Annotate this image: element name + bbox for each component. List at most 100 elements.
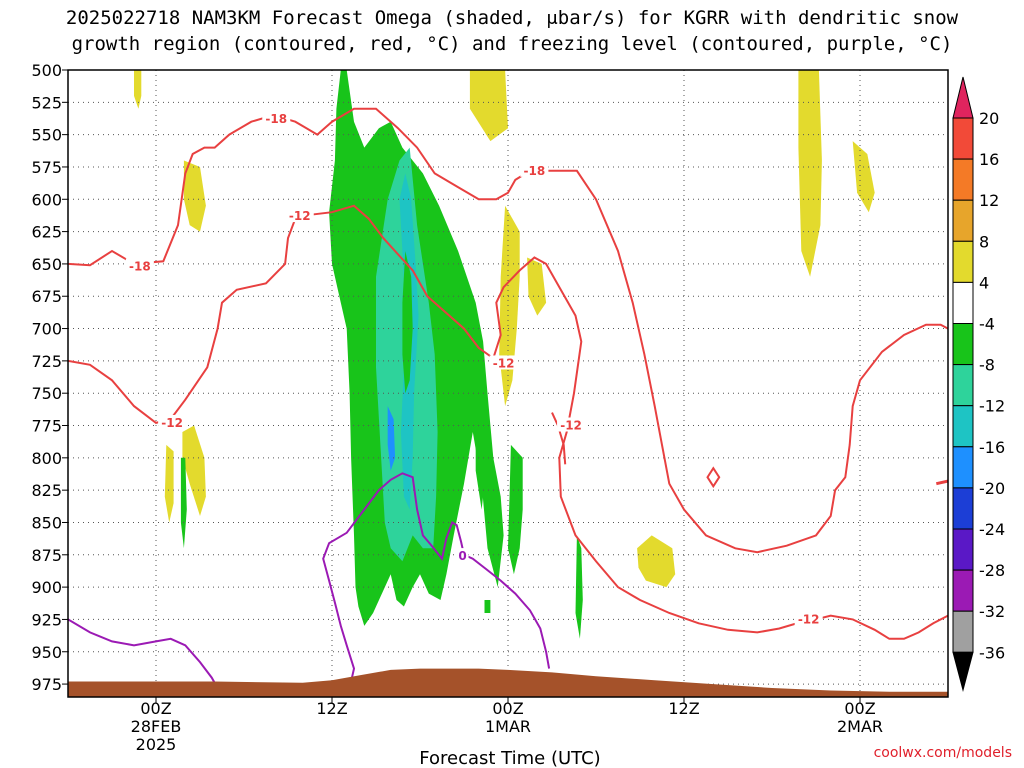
colorbar-segment-3 — [952, 199, 974, 242]
omega-region-1 — [469, 70, 508, 142]
colorbar-label-6: -8 — [979, 356, 995, 375]
colorbar-label-10: -24 — [979, 520, 1005, 539]
freezing-label-bg-0 — [456, 548, 469, 563]
colorbar-label-7: -12 — [979, 397, 1005, 416]
colorbar-segment-13 — [952, 610, 974, 653]
omega-region-14 — [180, 457, 187, 549]
x-tick-label3-0: 2025 — [136, 735, 177, 754]
temp-contour-1 — [68, 204, 948, 640]
y-tick-label-3: 575 — [31, 158, 62, 177]
x-tick-label-0: 00Z — [140, 699, 171, 718]
x-tick-label2-4: 2MAR — [837, 717, 883, 736]
omega-region-9 — [637, 535, 676, 588]
colorbar-label-11: -28 — [979, 561, 1005, 580]
temp-label-bg-7 — [794, 611, 823, 626]
temp-label-bg-2 — [520, 162, 549, 177]
omega-region-8 — [164, 444, 174, 523]
omega-hole-0 — [402, 251, 413, 394]
colorbar-segment-8 — [952, 405, 974, 448]
omega-region-6 — [527, 257, 547, 316]
temp-label-bg-0 — [262, 111, 291, 126]
y-tick-label-0: 500 — [31, 61, 62, 80]
plot-area: -18 -18 -18 -12 -12 -12 -12 -12 0 500 525 550 575 600… — [31, 61, 949, 754]
temp-contour-label-7: -12 — [798, 612, 820, 626]
colorbar-segment-12 — [952, 569, 974, 612]
omega-region-3 — [798, 70, 822, 277]
omega-region-7 — [182, 425, 206, 516]
x-tick-label-3: 12Z — [668, 699, 699, 718]
temp-contour-loop — [706, 466, 721, 489]
y-tick-label-13: 825 — [31, 481, 62, 500]
colorbar-segment-2 — [952, 158, 974, 201]
y-tick-label-4: 600 — [31, 190, 62, 209]
colorbar-label-5: -4 — [979, 315, 995, 334]
colorbar-label-13: -36 — [979, 643, 1005, 662]
colorbar-segment-11 — [952, 528, 974, 571]
chart-title-line-2: growth region (contoured, red, °C) and f… — [72, 33, 953, 55]
y-tick-label-5: 625 — [31, 223, 62, 242]
colorbar-segment-5 — [952, 281, 974, 324]
temp-label-bg-4 — [158, 414, 187, 429]
colorbar-segment-6 — [952, 323, 974, 366]
colorbar-label-8: -16 — [979, 438, 1005, 457]
x-tick-label-1: 12Z — [316, 699, 347, 718]
omega-region-13 — [575, 535, 583, 639]
freezing-contour-label-0: 0 — [458, 549, 466, 563]
y-tick-label-12: 800 — [31, 449, 62, 468]
omega-region-11 — [508, 444, 523, 575]
x-tick-label2-0: 28FEB — [131, 717, 182, 736]
chart-title-line-1: 2025022718 NAM3KM Forecast Omega (shaded… — [66, 7, 959, 29]
colorbar-segment-7 — [952, 364, 974, 407]
x-tick-label-4: 00Z — [844, 699, 875, 718]
temp-contour-edge — [935, 479, 948, 486]
omega-region-18 — [387, 406, 396, 471]
y-tick-label-10: 750 — [31, 384, 62, 403]
temp-label-bg-5 — [489, 355, 518, 370]
omega-region-5 — [499, 205, 520, 407]
y-tick-label-2: 550 — [31, 126, 62, 145]
credit-text: coolwx.com/models — [874, 745, 1012, 761]
temp-contour-label-5: -12 — [493, 356, 515, 370]
colorbar-label-1: 16 — [979, 150, 999, 169]
freezing-contour-1 — [322, 472, 551, 689]
y-tick-label-17: 925 — [31, 610, 62, 629]
x-tick-label2-2: 1MAR — [485, 717, 531, 736]
omega-region-2 — [183, 160, 206, 232]
temp-label-bg-1 — [125, 258, 154, 273]
omega-region-15 — [484, 600, 491, 613]
freezing-contour-0 — [68, 618, 219, 689]
colorbar-label-3: 8 — [979, 232, 989, 251]
colorbar-label-4: 4 — [979, 273, 989, 292]
terrain-fill — [68, 668, 948, 697]
colorbar: 20 16 12 8 4 -4 -8 -12 -16 -20 -24 -28 -32 -36 — [952, 76, 1005, 692]
colorbar-top-arrow — [952, 76, 974, 119]
omega-region-0 — [134, 70, 142, 109]
y-tick-label-8: 700 — [31, 320, 62, 339]
colorbar-segment-9 — [952, 446, 974, 489]
colorbar-label-0: 20 — [979, 109, 999, 128]
colorbar-segment-10 — [952, 487, 974, 530]
colorbar-bottom-arrow — [952, 651, 974, 692]
temp-contour-label-3: -12 — [289, 209, 311, 223]
y-tick-label-14: 850 — [31, 513, 62, 532]
y-tick-label-11: 775 — [31, 417, 62, 436]
colorbar-segment-4 — [952, 240, 974, 283]
plot-inner: -18 -18 -18 -12 -12 -12 -12 -12 0 — [68, 70, 948, 697]
colorbar-label-9: -20 — [979, 479, 1005, 498]
y-tick-label-1: 525 — [31, 93, 62, 112]
y-tick-label-15: 875 — [31, 546, 62, 565]
omega-region-12 — [475, 380, 488, 510]
temp-label-bg-6 — [557, 417, 586, 432]
y-tick-label-18: 950 — [31, 643, 62, 662]
x-tick-label-2: 00Z — [492, 699, 523, 718]
temp-label-bg-3 — [285, 208, 314, 223]
x-axis-label: Forecast Time (UTC) — [419, 748, 600, 768]
temp-contour-label-4: -12 — [161, 416, 183, 430]
temp-contour-label-2: -18 — [524, 164, 546, 178]
temp-contour-label-6: -12 — [560, 419, 582, 433]
colorbar-label-2: 12 — [979, 191, 999, 210]
temp-contour-label-1: -18 — [129, 260, 151, 274]
temp-contour-label-0: -18 — [265, 112, 287, 126]
omega-region-4 — [852, 141, 875, 213]
